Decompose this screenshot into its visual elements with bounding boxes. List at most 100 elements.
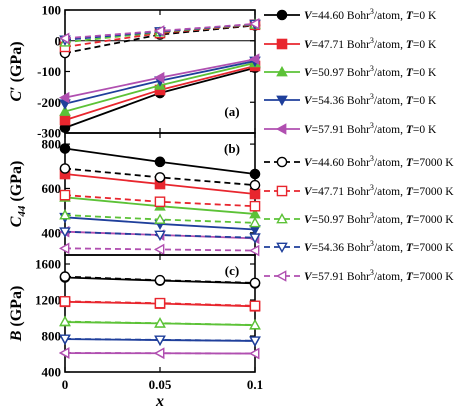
- legend-item-9: V=54.36 Bohr3/atom, T=7000 K: [264, 239, 454, 254]
- y-tick-label: 400: [42, 225, 62, 240]
- data-point: [59, 271, 71, 282]
- legend-marker: [276, 65, 288, 77]
- series-line: [64, 23, 256, 48]
- data-point: [154, 156, 166, 168]
- y-tick-label: -100: [37, 64, 61, 79]
- series-10: [58, 242, 260, 257]
- x-axis: 0 0.05 0.1 x: [62, 377, 263, 410]
- legend-item-2: V=47.71 Bohr3/atom, T=0 K: [264, 36, 437, 51]
- y-axis-label: C′ (GPa): [8, 41, 25, 101]
- data-point: [249, 216, 261, 228]
- panel-label: (a): [224, 104, 239, 119]
- y-axis-subscript: 44: [16, 205, 28, 218]
- data-point: [249, 336, 261, 347]
- data-point: [154, 297, 166, 309]
- data-point: [58, 32, 70, 45]
- legend-item-3: V=50.97 Bohr3/atom, T=0 K: [264, 64, 437, 79]
- legend-label: V=50.97 Bohr3/atom, T=0 K: [304, 64, 437, 79]
- y-tick-label: -300: [37, 126, 61, 141]
- series-6: [59, 163, 261, 191]
- data-point: [249, 233, 261, 244]
- series-8: [59, 315, 261, 330]
- legend-label: V=54.36 Bohr3/atom, T=7000 K: [304, 239, 454, 254]
- panel-label: (c): [225, 263, 239, 278]
- y-axis-label: C44 (GPa): [8, 161, 28, 228]
- series-9: [59, 334, 261, 347]
- panel-a: -300 -200 -100 0 100 C′ (GPa) (a): [8, 3, 261, 141]
- data-point: [153, 243, 165, 256]
- series-7: [59, 189, 261, 212]
- x-tick-label: 0: [62, 377, 69, 392]
- series-line: [64, 24, 256, 54]
- panel-label: (b): [224, 141, 240, 156]
- series-8: [59, 209, 261, 228]
- data-point: [59, 227, 71, 238]
- legend-marker: [276, 156, 288, 168]
- data-point: [58, 242, 70, 255]
- chart-panels: -300 -200 -100 0 100 C′ (GPa) (a) 400 600 800 C44 …: [8, 3, 261, 380]
- x-tick-label: 0.1: [247, 377, 263, 392]
- y-axis-label: B (GPa): [8, 286, 25, 343]
- y-axis-unit: (GPa): [8, 286, 25, 331]
- legend-label: V=47.71 Bohr3/atom, T=7000 K: [304, 183, 454, 198]
- series-7: [59, 296, 261, 312]
- y-tick-label: 400: [42, 365, 62, 380]
- y-axis-symbol: B: [8, 330, 25, 342]
- data-point: [59, 296, 71, 307]
- legend-label: V=50.97 Bohr3/atom, T=7000 K: [304, 211, 454, 226]
- legend-marker: [276, 95, 288, 107]
- legend-marker: [275, 123, 287, 135]
- data-point: [59, 189, 71, 201]
- data-point: [249, 179, 261, 191]
- panel-c: 400 800 1200 1600 B (GPa) (c): [8, 254, 261, 380]
- y-tick-label: 100: [42, 3, 62, 18]
- series-10: [58, 18, 260, 45]
- legend-item-10: V=57.91 Bohr3/atom, T=7000 K: [264, 268, 454, 283]
- data-point: [249, 200, 261, 212]
- data-point: [153, 25, 165, 37]
- panel-b: 400 600 800 C44 (GPa) (b): [8, 132, 261, 257]
- legend-item-1: V=44.60 Bohr3/atom, T=0 K: [264, 7, 437, 22]
- y-tick-label: 1200: [35, 293, 61, 308]
- data-point: [59, 334, 71, 345]
- series-9: [59, 227, 261, 244]
- x-tick-label: 0.05: [149, 377, 172, 392]
- legend-marker: [276, 9, 288, 21]
- y-tick-label: 1600: [35, 257, 61, 272]
- y-axis-symbol: C: [8, 216, 25, 227]
- data-point: [154, 317, 166, 328]
- x-axis-label: x: [155, 393, 164, 410]
- y-axis-unit: (GPa): [8, 161, 25, 206]
- legend: V=44.60 Bohr3/atom, T=0 K V=47.71 Bohr3/a…: [264, 7, 454, 283]
- y-tick-label: -200: [37, 95, 61, 110]
- data-point: [58, 347, 70, 359]
- series-6: [59, 271, 261, 289]
- legend-label: V=54.36 Bohr3/atom, T=0 K: [304, 92, 437, 107]
- data-point: [249, 168, 261, 180]
- y-tick-label: 800: [42, 137, 62, 152]
- data-point: [59, 315, 71, 326]
- y-axis-unit: (GPa): [8, 41, 25, 86]
- series-10: [58, 347, 260, 360]
- series-5: [58, 53, 260, 104]
- data-point: [248, 18, 260, 30]
- data-point: [249, 277, 261, 289]
- legend-marker: [276, 212, 288, 224]
- data-point: [154, 274, 166, 286]
- data-point: [248, 244, 260, 257]
- data-point: [249, 318, 261, 330]
- legend-label: V=57.91 Bohr3/atom, T=0 K: [304, 121, 437, 136]
- legend-label: V=57.91 Bohr3/atom, T=7000 K: [304, 268, 454, 283]
- legend-marker: [276, 185, 288, 197]
- data-point: [249, 188, 261, 200]
- data-point: [153, 71, 165, 84]
- legend-marker: [276, 38, 288, 50]
- data-point: [59, 105, 71, 116]
- legend-label: V=44.60 Bohr3/atom, T=0 K: [304, 7, 437, 22]
- data-point: [153, 347, 165, 359]
- data-point: [248, 53, 260, 65]
- data-point: [59, 209, 71, 220]
- legend-label: V=47.71 Bohr3/atom, T=0 K: [304, 36, 437, 51]
- data-point: [154, 196, 166, 208]
